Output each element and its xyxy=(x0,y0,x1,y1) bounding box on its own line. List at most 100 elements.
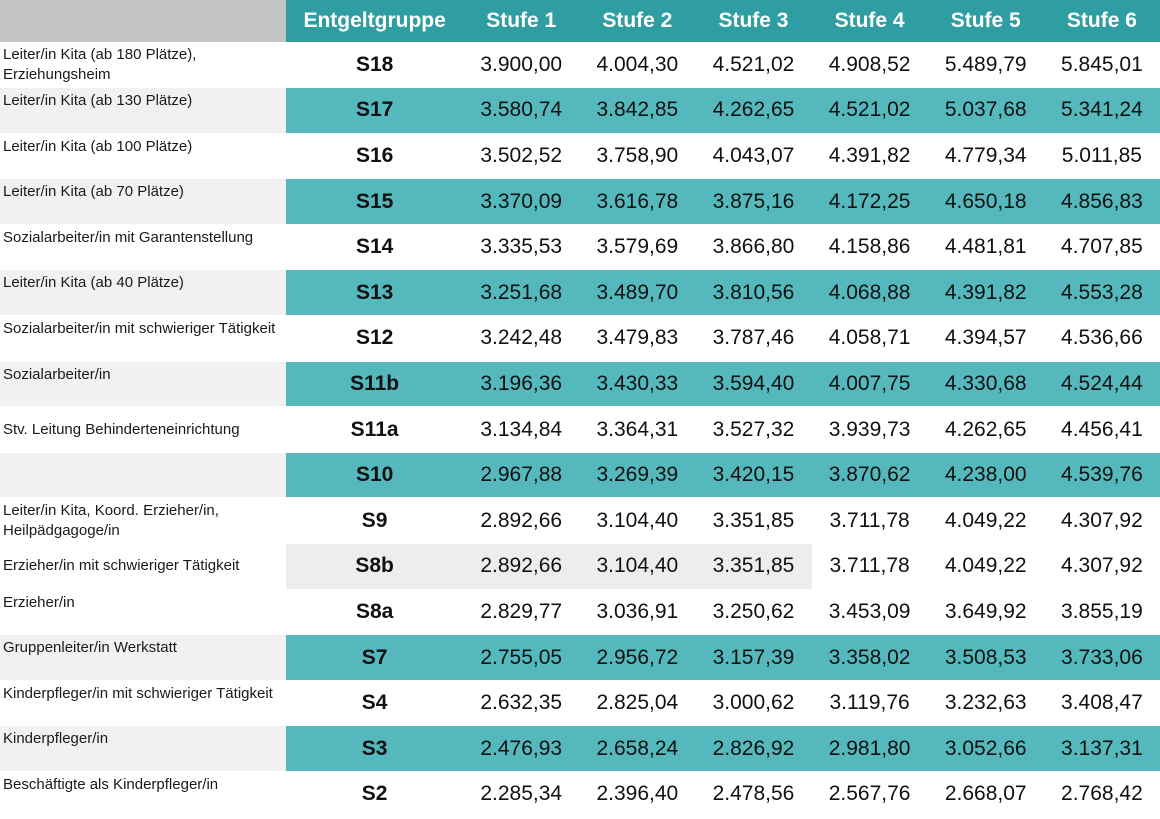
row-description: Leiter/in Kita (ab 70 Plätze) xyxy=(0,178,287,225)
stufe-3-value: 3.866,80 xyxy=(695,224,812,271)
table-row-s10: S10 2.967,88 3.269,39 3.420,15 3.870,62 4.238… xyxy=(0,452,1160,499)
stufe-3-value: 3.875,16 xyxy=(695,178,812,225)
table-row-s16: Leiter/in Kita (ab 100 Plätze) S16 3.502,5… xyxy=(0,133,1160,180)
entgeltgruppe-cell: S17 xyxy=(286,87,464,134)
row-description: Sozialarbeiter/in xyxy=(0,361,287,408)
row-description: Leiter/in Kita (ab 40 Plätze) xyxy=(0,269,287,317)
stufe-1-value: 2.967,88 xyxy=(463,452,580,499)
stufe-5-value: 4.650,18 xyxy=(927,178,1044,225)
stufe-3-value: 4.043,07 xyxy=(695,133,812,180)
stufe-1-value: 3.134,84 xyxy=(463,406,580,453)
entgeltgruppe-cell: S11b xyxy=(286,361,464,408)
stufe-2-value: 3.616,78 xyxy=(579,178,696,225)
row-description: Beschäftigte als Kinderpfleger/in xyxy=(0,771,287,818)
stufe-3-value: 3.420,15 xyxy=(695,452,812,499)
stufe-2-value: 2.956,72 xyxy=(579,634,696,681)
stufe-4-value: 4.158,86 xyxy=(811,224,928,271)
stufe-6-value: 4.524,44 xyxy=(1043,361,1160,408)
stufe-6-value: 4.307,92 xyxy=(1043,543,1160,590)
table-row-s3: Kinderpfleger/in S3 2.476,93 2.658,24 2.826,… xyxy=(0,725,1160,772)
stufe-5-value: 4.394,57 xyxy=(927,315,1044,362)
stufe-3-value: 3.000,62 xyxy=(695,680,812,727)
stufe-6-value: 3.733,06 xyxy=(1043,634,1160,681)
stufe-4-value: 2.567,76 xyxy=(811,771,928,818)
stufe-1-value: 3.502,52 xyxy=(463,133,580,180)
stufe-6-value: 4.536,66 xyxy=(1043,315,1160,362)
entgeltgruppe-cell: S7 xyxy=(286,634,464,681)
stufe-6-value: 5.341,24 xyxy=(1043,87,1160,134)
stufe-4-value: 4.068,88 xyxy=(811,269,928,317)
stufe-4-value: 4.391,82 xyxy=(811,133,928,180)
table-row-s18: Leiter/in Kita (ab 180 Plätze), Erziehun… xyxy=(0,42,1160,89)
stufe-2-value: 2.825,04 xyxy=(579,680,696,727)
stufe-1-value: 2.476,93 xyxy=(463,725,580,772)
stufe-2-value: 3.842,85 xyxy=(579,87,696,134)
row-description: Leiter/in Kita (ab 180 Plätze), Erziehun… xyxy=(0,42,287,89)
stufe-3-value: 3.351,85 xyxy=(695,497,812,545)
stufe-1-value: 3.251,68 xyxy=(463,269,580,317)
stufe-6-value: 4.539,76 xyxy=(1043,452,1160,499)
table-row-s2: Beschäftigte als Kinderpfleger/in S2 2.285… xyxy=(0,771,1160,818)
stufe-5-value: 4.330,68 xyxy=(927,361,1044,408)
entgeltgruppe-cell: S3 xyxy=(286,725,464,772)
stufe-4-value: 2.981,80 xyxy=(811,725,928,772)
stufe-3-value: 3.527,32 xyxy=(695,406,812,453)
row-description: Leiter/in Kita, Koord. Erzieher/in, Heil… xyxy=(0,497,287,545)
stufe-6-value: 4.707,85 xyxy=(1043,224,1160,271)
row-description: Kinderpfleger/in mit schwieriger Tätigke… xyxy=(0,680,287,727)
stufe-6-value: 4.553,28 xyxy=(1043,269,1160,317)
stufe-2-value: 3.479,83 xyxy=(579,315,696,362)
stufe-4-value: 4.521,02 xyxy=(811,87,928,134)
stufe-4-value: 3.358,02 xyxy=(811,634,928,681)
stufe-4-value: 3.711,78 xyxy=(811,497,928,545)
stufe-5-value: 4.049,22 xyxy=(927,543,1044,590)
row-description: Stv. Leitung Behinderteneinrichtung xyxy=(0,406,287,453)
stufe-4-value: 3.870,62 xyxy=(811,452,928,499)
stufe-4-value: 3.119,76 xyxy=(811,680,928,727)
stufe-1-value: 2.632,35 xyxy=(463,680,580,727)
stufe-1-value: 3.335,53 xyxy=(463,224,580,271)
stufe-5-value: 3.232,63 xyxy=(927,680,1044,727)
stufe-6-value: 3.408,47 xyxy=(1043,680,1160,727)
stufe-3-value: 4.521,02 xyxy=(695,42,812,89)
header-stufe-3: Stufe 3 xyxy=(695,0,812,42)
stufe-3-value: 3.250,62 xyxy=(695,589,812,636)
stufe-1-value: 2.285,34 xyxy=(463,771,580,818)
row-description: Leiter/in Kita (ab 100 Plätze) xyxy=(0,133,287,180)
row-description xyxy=(0,452,287,499)
stufe-5-value: 3.508,53 xyxy=(927,634,1044,681)
entgeltgruppe-cell: S2 xyxy=(286,771,464,818)
stufe-4-value: 3.453,09 xyxy=(811,589,928,636)
stufe-1-value: 3.370,09 xyxy=(463,178,580,225)
entgeltgruppe-cell: S14 xyxy=(286,224,464,271)
stufe-4-value: 4.058,71 xyxy=(811,315,928,362)
stufe-6-value: 5.011,85 xyxy=(1043,133,1160,180)
stufe-2-value: 2.396,40 xyxy=(579,771,696,818)
stufe-2-value: 3.489,70 xyxy=(579,269,696,317)
entgeltgruppe-cell: S18 xyxy=(286,42,464,89)
stufe-4-value: 4.908,52 xyxy=(811,42,928,89)
stufe-5-value: 4.481,81 xyxy=(927,224,1044,271)
entgeltgruppe-cell: S16 xyxy=(286,133,464,180)
row-description: Sozialarbeiter/in mit Garantenstellung xyxy=(0,224,287,271)
stufe-1-value: 2.829,77 xyxy=(463,589,580,636)
stufe-6-value: 4.307,92 xyxy=(1043,497,1160,545)
table-row-s11a: Stv. Leitung Behinderteneinrichtung S11a 3… xyxy=(0,406,1160,453)
table-row-s11b: Sozialarbeiter/in S11b 3.196,36 3.430,33 3.5… xyxy=(0,361,1160,408)
stufe-6-value: 3.855,19 xyxy=(1043,589,1160,636)
stufe-2-value: 3.364,31 xyxy=(579,406,696,453)
stufe-5-value: 5.489,79 xyxy=(927,42,1044,89)
row-description: Sozialarbeiter/in mit schwieriger Tätigk… xyxy=(0,315,287,362)
header-stufe-4: Stufe 4 xyxy=(811,0,928,42)
table-header: Entgeltgruppe Stufe 1 Stufe 2 Stufe 3 St… xyxy=(0,0,1160,42)
stufe-2-value: 3.269,39 xyxy=(579,452,696,499)
table-row-s8a: Erzieher/in S8a 2.829,77 3.036,91 3.250,62 3.… xyxy=(0,589,1160,636)
header-corner-cell xyxy=(0,0,287,42)
stufe-1-value: 2.892,66 xyxy=(463,543,580,590)
table-row-s9: Leiter/in Kita, Koord. Erzieher/in, Heil… xyxy=(0,497,1160,545)
stufe-4-value: 4.007,75 xyxy=(811,361,928,408)
stufe-5-value: 4.049,22 xyxy=(927,497,1044,545)
entgeltgruppe-cell: S12 xyxy=(286,315,464,362)
